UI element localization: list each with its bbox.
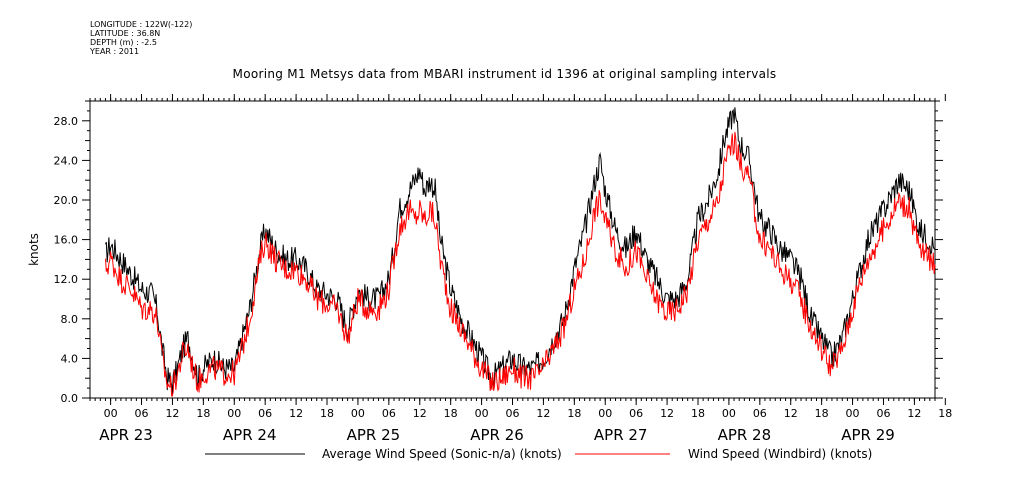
x-tick-label: 06	[753, 407, 767, 420]
x-tick-label: 00	[104, 407, 118, 420]
x-tick-label: 18	[815, 407, 829, 420]
x-tick-label: 06	[135, 407, 149, 420]
x-tick-label: 00	[722, 407, 736, 420]
x-tick-label: 18	[691, 407, 705, 420]
x-day-label: APR 29	[841, 426, 895, 444]
year-label: YEAR : 2011	[90, 47, 140, 56]
legend-label-average: Average Wind Speed (Sonic-n/a) (knots)	[322, 447, 562, 461]
x-tick-label: 06	[382, 407, 396, 420]
metadata-block: LONGITUDE : 122W(-122) LATITUDE : 36.8N …	[90, 20, 192, 56]
x-tick-label: 18	[444, 407, 458, 420]
latitude-label: LATITUDE : 36.8N	[90, 29, 161, 38]
x-tick-label: 12	[784, 407, 798, 420]
y-tick-label: 12.0	[54, 273, 79, 286]
y-axis-label: knots	[27, 233, 41, 266]
x-tick-label: 12	[413, 407, 427, 420]
x-tick-label: 12	[165, 407, 179, 420]
x-tick-label: 00	[475, 407, 489, 420]
x-tick-label: 18	[320, 407, 334, 420]
x-day-label: APR 25	[347, 426, 401, 444]
y-tick-label: 20.0	[54, 194, 79, 207]
chart-title: Mooring M1 Metsys data from MBARI instru…	[232, 67, 777, 81]
x-day-label: APR 28	[718, 426, 772, 444]
x-tick-label: 06	[506, 407, 520, 420]
y-tick-label: 28.0	[54, 115, 79, 128]
x-tick-label: 00	[598, 407, 612, 420]
x-tick-label: 00	[227, 407, 241, 420]
plot-frame	[89, 100, 936, 399]
depth-label: DEPTH (m) : -2.5	[90, 38, 157, 47]
longitude-label: LONGITUDE : 122W(-122)	[90, 20, 193, 29]
x-day-label: APR 24	[223, 426, 277, 444]
x-tick-label: 06	[629, 407, 643, 420]
x-tick-label: 06	[258, 407, 272, 420]
x-tick-label: 12	[289, 407, 303, 420]
x-day-label: APR 26	[470, 426, 524, 444]
x-tick-label: 00	[846, 407, 860, 420]
x-tick-label: 06	[876, 407, 890, 420]
y-tick-label: 16.0	[54, 234, 79, 247]
x-tick-label: 12	[536, 407, 550, 420]
x-tick-label: 12	[660, 407, 674, 420]
x-tick-label: 18	[567, 407, 581, 420]
series-line-windbird-wind-speed	[105, 131, 936, 397]
y-tick-label: 4.0	[61, 352, 79, 365]
x-tick-label: 18	[196, 407, 210, 420]
x-day-label: APR 23	[99, 426, 153, 444]
series-line-average-wind-speed	[105, 107, 936, 395]
y-tick-label: 8.0	[61, 313, 79, 326]
y-tick-label: 0.0	[61, 392, 79, 405]
x-tick-label: 18	[938, 407, 952, 420]
legend-label-windbird: Wind Speed (Windbird) (knots)	[688, 447, 872, 461]
x-day-label: APR 27	[594, 426, 648, 444]
y-tick-label: 24.0	[54, 154, 79, 167]
x-tick-label: 12	[907, 407, 921, 420]
x-tick-label: 00	[351, 407, 365, 420]
